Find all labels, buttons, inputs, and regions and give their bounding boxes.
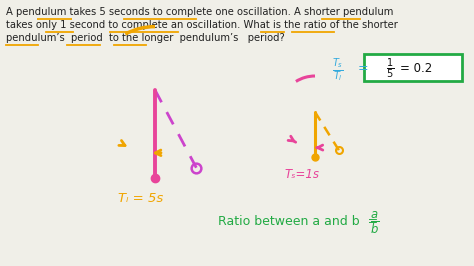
Text: $\frac{1}{5}$: $\frac{1}{5}$: [386, 57, 394, 81]
Text: $\frac{T_s}{T_l}$: $\frac{T_s}{T_l}$: [332, 56, 344, 84]
Text: A pendulum takes 5 seconds to complete one oscillation. A shorter pendulum: A pendulum takes 5 seconds to complete o…: [6, 7, 393, 17]
Text: takes only 1 second to complete an oscillation. What is the ratio of the shorter: takes only 1 second to complete an oscil…: [6, 20, 398, 30]
Text: Ratio between a and b  =: Ratio between a and b =: [218, 215, 378, 228]
Text: pendulum’s  period  to the longer  pendulum’s   period?: pendulum’s period to the longer pendulum…: [6, 33, 285, 43]
FancyBboxPatch shape: [365, 53, 463, 81]
Text: $\frac{a}{b}$: $\frac{a}{b}$: [370, 210, 379, 236]
Text: Tₗ = 5s: Tₗ = 5s: [118, 192, 163, 205]
Text: = 0.2: = 0.2: [400, 62, 432, 75]
Text: =: =: [358, 62, 369, 75]
Text: Tₛ=1s: Tₛ=1s: [285, 168, 320, 181]
